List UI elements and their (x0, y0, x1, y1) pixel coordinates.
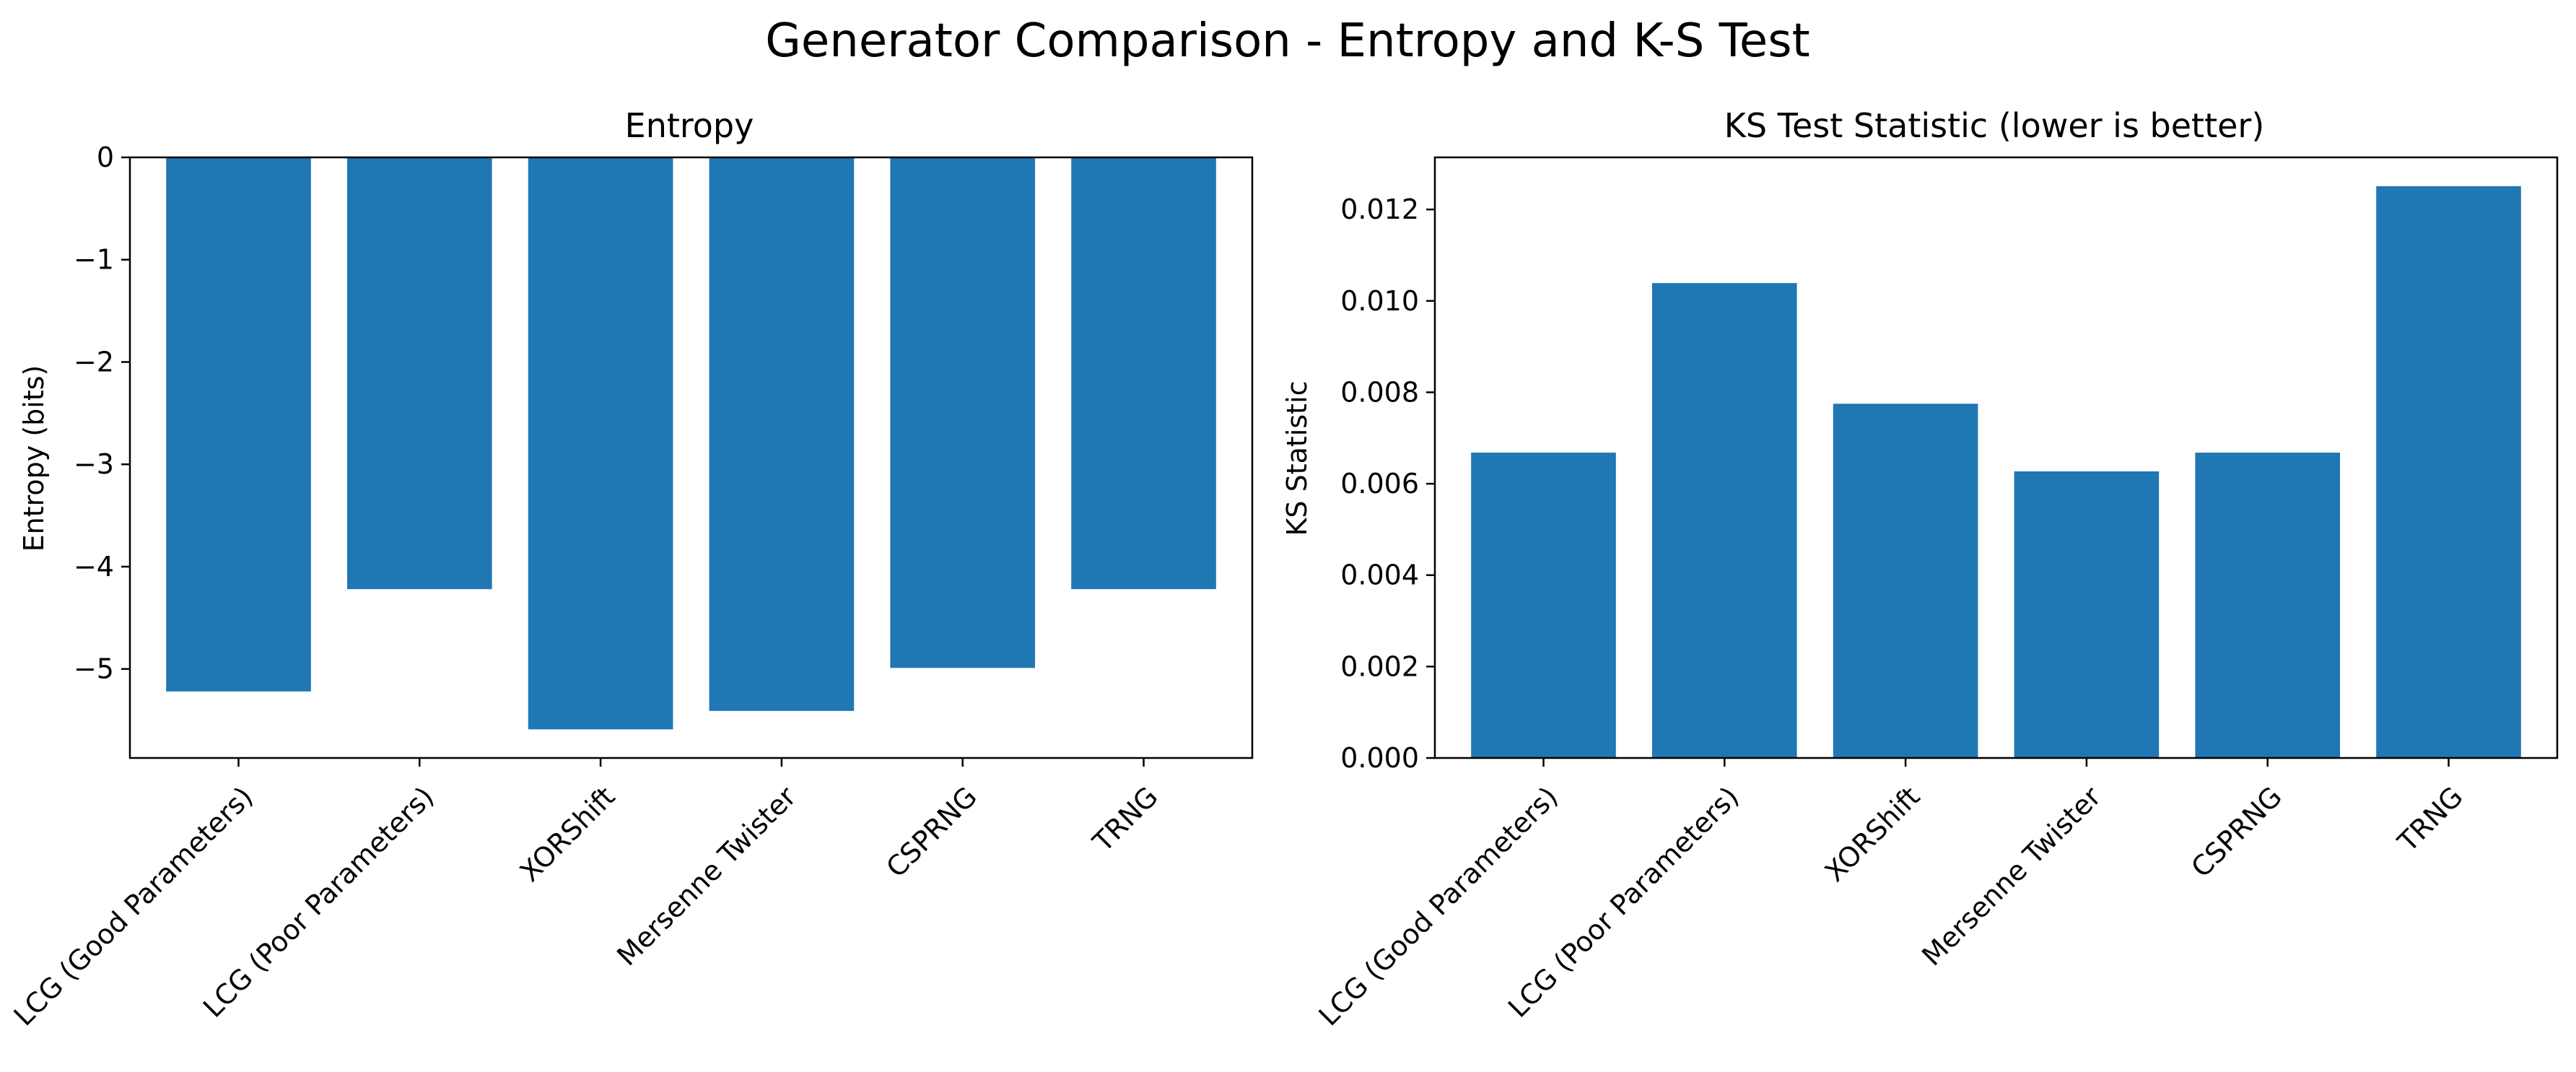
ks-y-axis-label: KS Statistic (1281, 380, 1313, 536)
entropy-panel-title: Entropy (625, 106, 754, 145)
figure-title: Generator Comparison - Entropy and K-S T… (765, 14, 1809, 68)
ks-y-tick-label: 0.002 (1340, 650, 1419, 682)
entropy-y-tick-label: −1 (74, 244, 114, 276)
entropy-bar-csprng (890, 157, 1036, 668)
entropy-y-tick-label: −2 (74, 346, 114, 378)
entropy-y-tick-label: 0 (97, 141, 114, 173)
ks-axes-frame (1433, 156, 2559, 759)
ks-y-tick-label: 0.006 (1340, 468, 1419, 500)
entropy-bar-lcg-poor-parameters (346, 157, 492, 590)
ks-bar-mersenne-twister (2014, 471, 2160, 758)
ks-bar-csprng (2195, 453, 2341, 758)
entropy-bars (166, 157, 1216, 730)
ks-y-tick-label: 0.012 (1340, 193, 1419, 225)
ks-y-tick-label: 0.010 (1340, 285, 1419, 317)
entropy-y-tick-label: −3 (74, 448, 114, 480)
ks-y-tick-label: 0.008 (1340, 376, 1419, 408)
entropy-axes-frame (128, 156, 1254, 759)
ks-y-tick-label: 0.004 (1340, 559, 1419, 591)
ks-y-tick-label: 0.000 (1340, 742, 1419, 774)
entropy-y-tick-label: −5 (74, 653, 114, 685)
entropy-panel: Entropy Entropy (bits) 0−1−2−3−4−5 LCG (… (8, 106, 1254, 1032)
entropy-y-axis-label: Entropy (bits) (18, 365, 50, 552)
ks-bar-lcg-poor-parameters (1651, 283, 1797, 758)
ks-bar-xorshift (1833, 404, 1978, 758)
entropy-bar-mersenne-twister (709, 157, 855, 711)
ks-bars (1471, 186, 2521, 759)
ks-panel-title: KS Test Statistic (lower is better) (1724, 106, 2265, 145)
entropy-bar-trng (1071, 157, 1216, 590)
entropy-y-ticks: 0 −1 −2 −3 −4 −5 (74, 141, 130, 685)
ks-bar-lcg-good-parameters (1471, 453, 1616, 758)
ks-y-ticks: 0.000 0.002 0.004 0.006 0.008 0.010 0.012 (1340, 193, 1435, 774)
entropy-bar-lcg-good-parameters (166, 157, 311, 692)
entropy-bar-xorshift (528, 157, 673, 730)
entropy-y-tick-label: −4 (74, 551, 114, 583)
ks-bar-trng (2376, 186, 2521, 759)
